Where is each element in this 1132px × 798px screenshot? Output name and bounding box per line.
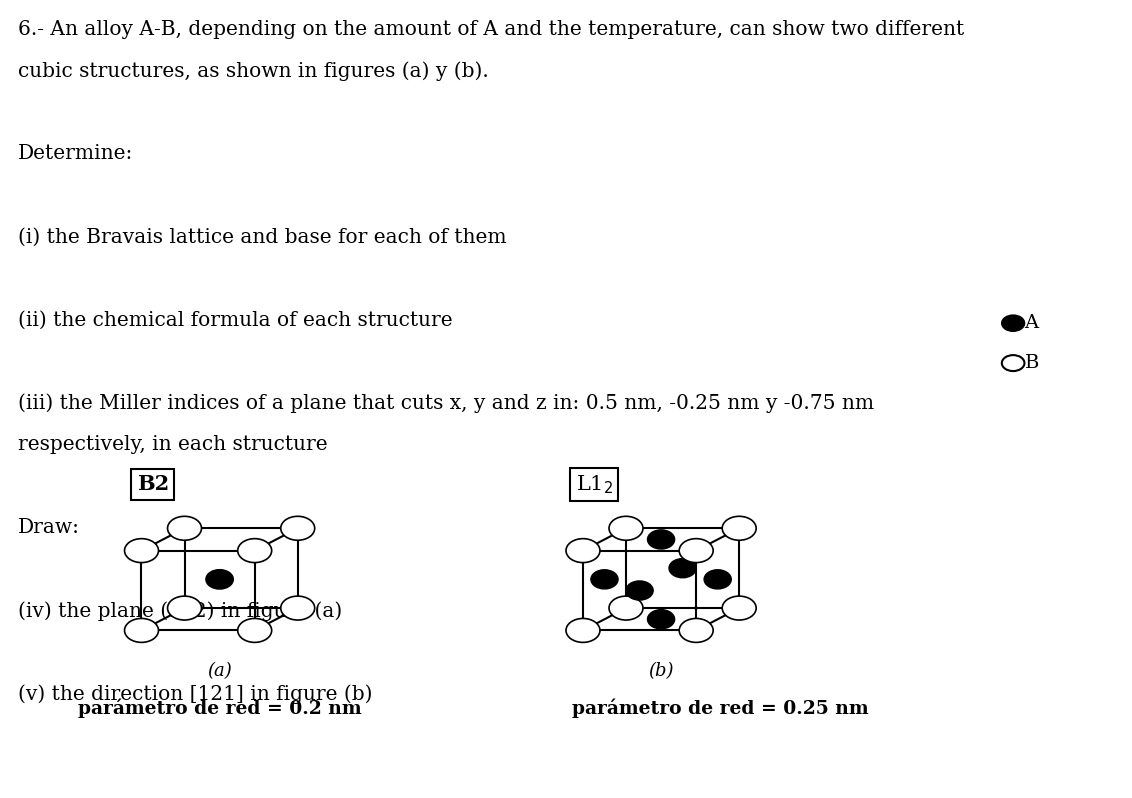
Text: B: B	[1024, 354, 1039, 372]
Text: parámetro de red = 0.2 nm: parámetro de red = 0.2 nm	[78, 698, 361, 717]
Circle shape	[704, 570, 731, 589]
Circle shape	[591, 570, 618, 589]
Circle shape	[722, 596, 756, 620]
Circle shape	[609, 516, 643, 540]
Circle shape	[238, 539, 272, 563]
Text: (iii) the Miller indices of a plane that cuts x, y and z in: 0.5 nm, -0.25 nm y : (iii) the Miller indices of a plane that…	[18, 393, 874, 413]
Circle shape	[1002, 355, 1024, 371]
Circle shape	[566, 618, 600, 642]
Text: (iv) the plane (112) in figure (a): (iv) the plane (112) in figure (a)	[18, 601, 342, 621]
Circle shape	[566, 539, 600, 563]
Circle shape	[281, 516, 315, 540]
Circle shape	[168, 596, 201, 620]
Circle shape	[609, 596, 643, 620]
Circle shape	[168, 516, 201, 540]
Circle shape	[281, 596, 315, 620]
Text: (ii) the chemical formula of each structure: (ii) the chemical formula of each struct…	[18, 310, 453, 330]
Circle shape	[648, 530, 675, 549]
Text: Determine:: Determine:	[18, 144, 134, 164]
Text: parámetro de red = 0.25 nm: parámetro de red = 0.25 nm	[572, 698, 868, 717]
Circle shape	[125, 539, 158, 563]
Circle shape	[1002, 315, 1024, 331]
Circle shape	[206, 570, 233, 589]
Circle shape	[125, 618, 158, 642]
Text: respectively, in each structure: respectively, in each structure	[18, 435, 328, 454]
Text: (a): (a)	[207, 662, 232, 681]
Circle shape	[626, 581, 653, 600]
Text: cubic structures, as shown in figures (a) y (b).: cubic structures, as shown in figures (a…	[18, 61, 489, 81]
Text: B2: B2	[137, 474, 169, 495]
Circle shape	[669, 559, 696, 578]
Text: 6.- An alloy A-B, depending on the amount of A and the temperature, can show two: 6.- An alloy A-B, depending on the amoun…	[18, 20, 964, 39]
Circle shape	[722, 516, 756, 540]
Text: (v) the direction [121] in figure (b): (v) the direction [121] in figure (b)	[18, 684, 372, 704]
Circle shape	[238, 618, 272, 642]
Text: (b): (b)	[649, 662, 674, 681]
Circle shape	[679, 618, 713, 642]
Text: L1$_2$: L1$_2$	[576, 473, 612, 496]
Circle shape	[679, 539, 713, 563]
Text: (i) the Bravais lattice and base for each of them: (i) the Bravais lattice and base for eac…	[18, 227, 507, 247]
Text: Draw:: Draw:	[18, 518, 80, 537]
Text: A: A	[1024, 314, 1038, 332]
Circle shape	[648, 610, 675, 629]
